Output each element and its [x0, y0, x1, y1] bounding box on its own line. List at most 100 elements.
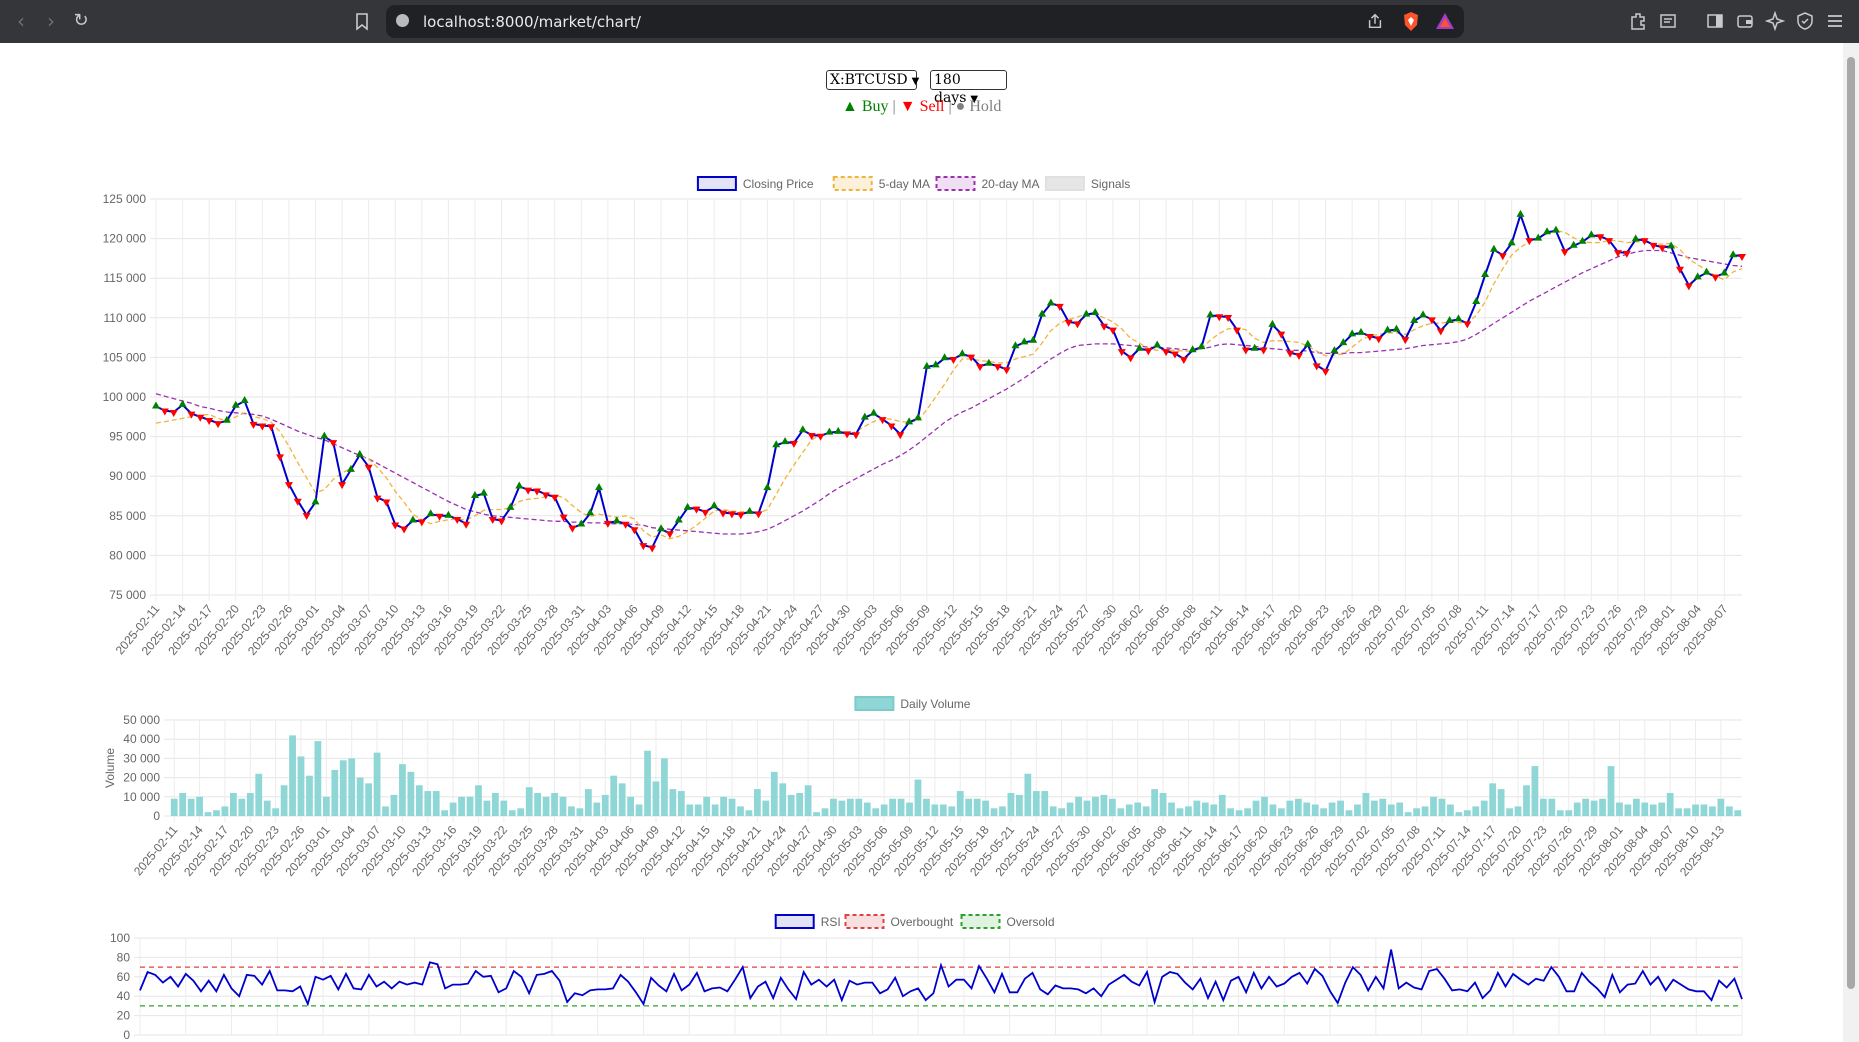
- volume-bar: [230, 792, 237, 816]
- page-scrollbar[interactable]: [1843, 43, 1859, 1042]
- ma5-line: [155, 230, 1743, 540]
- y-axis-title: Volume: [103, 748, 117, 788]
- buy-signal-marker: [178, 399, 187, 407]
- menu-icon[interactable]: [1825, 11, 1845, 31]
- brave-rewards-icon[interactable]: [1435, 12, 1455, 30]
- sell-signal-marker: [1055, 303, 1064, 311]
- sell-signal-marker: [1401, 337, 1410, 345]
- volume-bar: [314, 741, 322, 816]
- volume-bar: [1616, 802, 1623, 816]
- buy-signal-marker: [222, 415, 231, 423]
- sell-signal-marker: [1596, 234, 1605, 242]
- volume-bar: [1311, 804, 1319, 816]
- range-select[interactable]: 180 days ▼: [930, 70, 1007, 106]
- volume-bar: [1599, 798, 1606, 816]
- buy-signal-marker: [1392, 324, 1401, 332]
- volume-bar: [1480, 800, 1488, 816]
- volume-bar: [1278, 808, 1285, 816]
- site-info-icon[interactable]: [396, 14, 409, 27]
- sell-signal-marker: [976, 364, 985, 372]
- buy-signal-marker: [931, 360, 940, 368]
- symbol-select[interactable]: X:BTCUSD ▼: [826, 70, 919, 90]
- reader-mode-icon[interactable]: [1658, 11, 1678, 31]
- volume-bar: [1328, 802, 1336, 816]
- volume-bar: [1235, 810, 1243, 816]
- volume-bar: [1108, 798, 1116, 816]
- volume-bar: [204, 812, 212, 816]
- volume-bar: [1649, 804, 1657, 816]
- buy-signal-marker: [1268, 319, 1277, 327]
- wallet-icon[interactable]: [1735, 11, 1755, 31]
- leo-ai-icon[interactable]: [1765, 11, 1785, 31]
- sell-signal-marker: [1064, 319, 1073, 327]
- volume-bar: [196, 796, 203, 816]
- volume-bar: [1666, 792, 1674, 816]
- sell-signal-marker: [630, 527, 639, 535]
- hold-dot-icon: ●: [955, 98, 966, 115]
- forward-icon[interactable]: ›: [47, 9, 55, 33]
- volume-bar: [348, 758, 356, 816]
- volume-bar: [1041, 791, 1049, 816]
- sell-signal-marker: [1162, 349, 1171, 357]
- volume-bar: [1632, 798, 1640, 816]
- volume-bar: [542, 796, 550, 816]
- brave-shields-icon[interactable]: [1401, 11, 1421, 32]
- range-select-value: 180 days: [934, 72, 967, 106]
- volume-bar: [1683, 808, 1691, 816]
- sell-signal-marker: [878, 417, 887, 425]
- volume-bar: [238, 798, 246, 816]
- volume-bar: [255, 773, 263, 816]
- buy-signal-marker: [1472, 296, 1481, 304]
- address-bar[interactable]: localhost:8000/market/chart/: [386, 5, 1464, 38]
- volume-bar: [1370, 800, 1378, 816]
- volume-chart[interactable]: Daily Volume Volume 50 000 40 000 30 000 20 0…: [0, 690, 1843, 905]
- bookmark-icon[interactable]: [352, 11, 372, 31]
- reload-icon[interactable]: ↻: [73, 10, 89, 31]
- volume-bar: [1700, 804, 1708, 816]
- volume-bar: [779, 783, 787, 816]
- buy-signal-marker: [1489, 244, 1498, 252]
- vpn-icon[interactable]: [1795, 11, 1815, 31]
- volume-bar: [331, 769, 339, 816]
- buy-signal-marker: [1454, 314, 1463, 322]
- sell-signal-marker: [807, 433, 816, 441]
- volume-bar: [399, 764, 406, 816]
- back-icon[interactable]: ‹: [17, 9, 25, 33]
- volume-bar: [703, 796, 711, 816]
- volume-bar: [1066, 802, 1074, 816]
- sell-signal-marker: [1436, 328, 1445, 336]
- sidebar-icon[interactable]: [1705, 11, 1725, 31]
- volume-bar: [1624, 804, 1632, 816]
- scrollbar-thumb[interactable]: [1847, 57, 1855, 989]
- buy-signal-marker: [1020, 337, 1029, 345]
- buy-signal-marker: [586, 508, 595, 516]
- volume-bar: [990, 808, 998, 816]
- sell-signal-marker: [1675, 266, 1684, 274]
- buy-signal-marker: [1357, 327, 1366, 335]
- sell-signal-marker: [435, 513, 444, 521]
- volume-bar: [475, 785, 482, 816]
- volume-bar: [711, 804, 719, 816]
- sell-signal-marker: [249, 421, 258, 429]
- volume-bar: [754, 789, 761, 816]
- volume-bar: [1210, 804, 1218, 816]
- chevron-down-icon: ▼: [970, 94, 979, 105]
- buy-signal-marker: [1445, 315, 1454, 323]
- y-tick-label: 95 000: [109, 430, 146, 444]
- volume-bar: [1286, 800, 1294, 816]
- share-icon[interactable]: [1366, 12, 1384, 30]
- extensions-icon[interactable]: [1628, 11, 1648, 31]
- price-chart[interactable]: Closing Price 5-day MA 20-day MA Signals 125…: [0, 165, 1843, 675]
- volume-bar: [170, 798, 178, 816]
- volume-bar: [382, 806, 389, 816]
- legend-label: 5-day MA: [879, 177, 930, 191]
- sell-signal-marker: [1312, 363, 1321, 371]
- rsi-chart[interactable]: RSI Overbought Oversold 100 80 60 40 20 0: [0, 905, 1843, 1042]
- url-text[interactable]: localhost:8000/market/chart/: [423, 13, 641, 31]
- volume-bar: [965, 798, 973, 816]
- volume-bar: [813, 812, 820, 816]
- buy-signal-marker: [577, 519, 586, 527]
- buy-signal-marker: [444, 510, 453, 518]
- sell-signal-marker: [1658, 245, 1667, 253]
- y-tick-label: 90 000: [109, 469, 146, 483]
